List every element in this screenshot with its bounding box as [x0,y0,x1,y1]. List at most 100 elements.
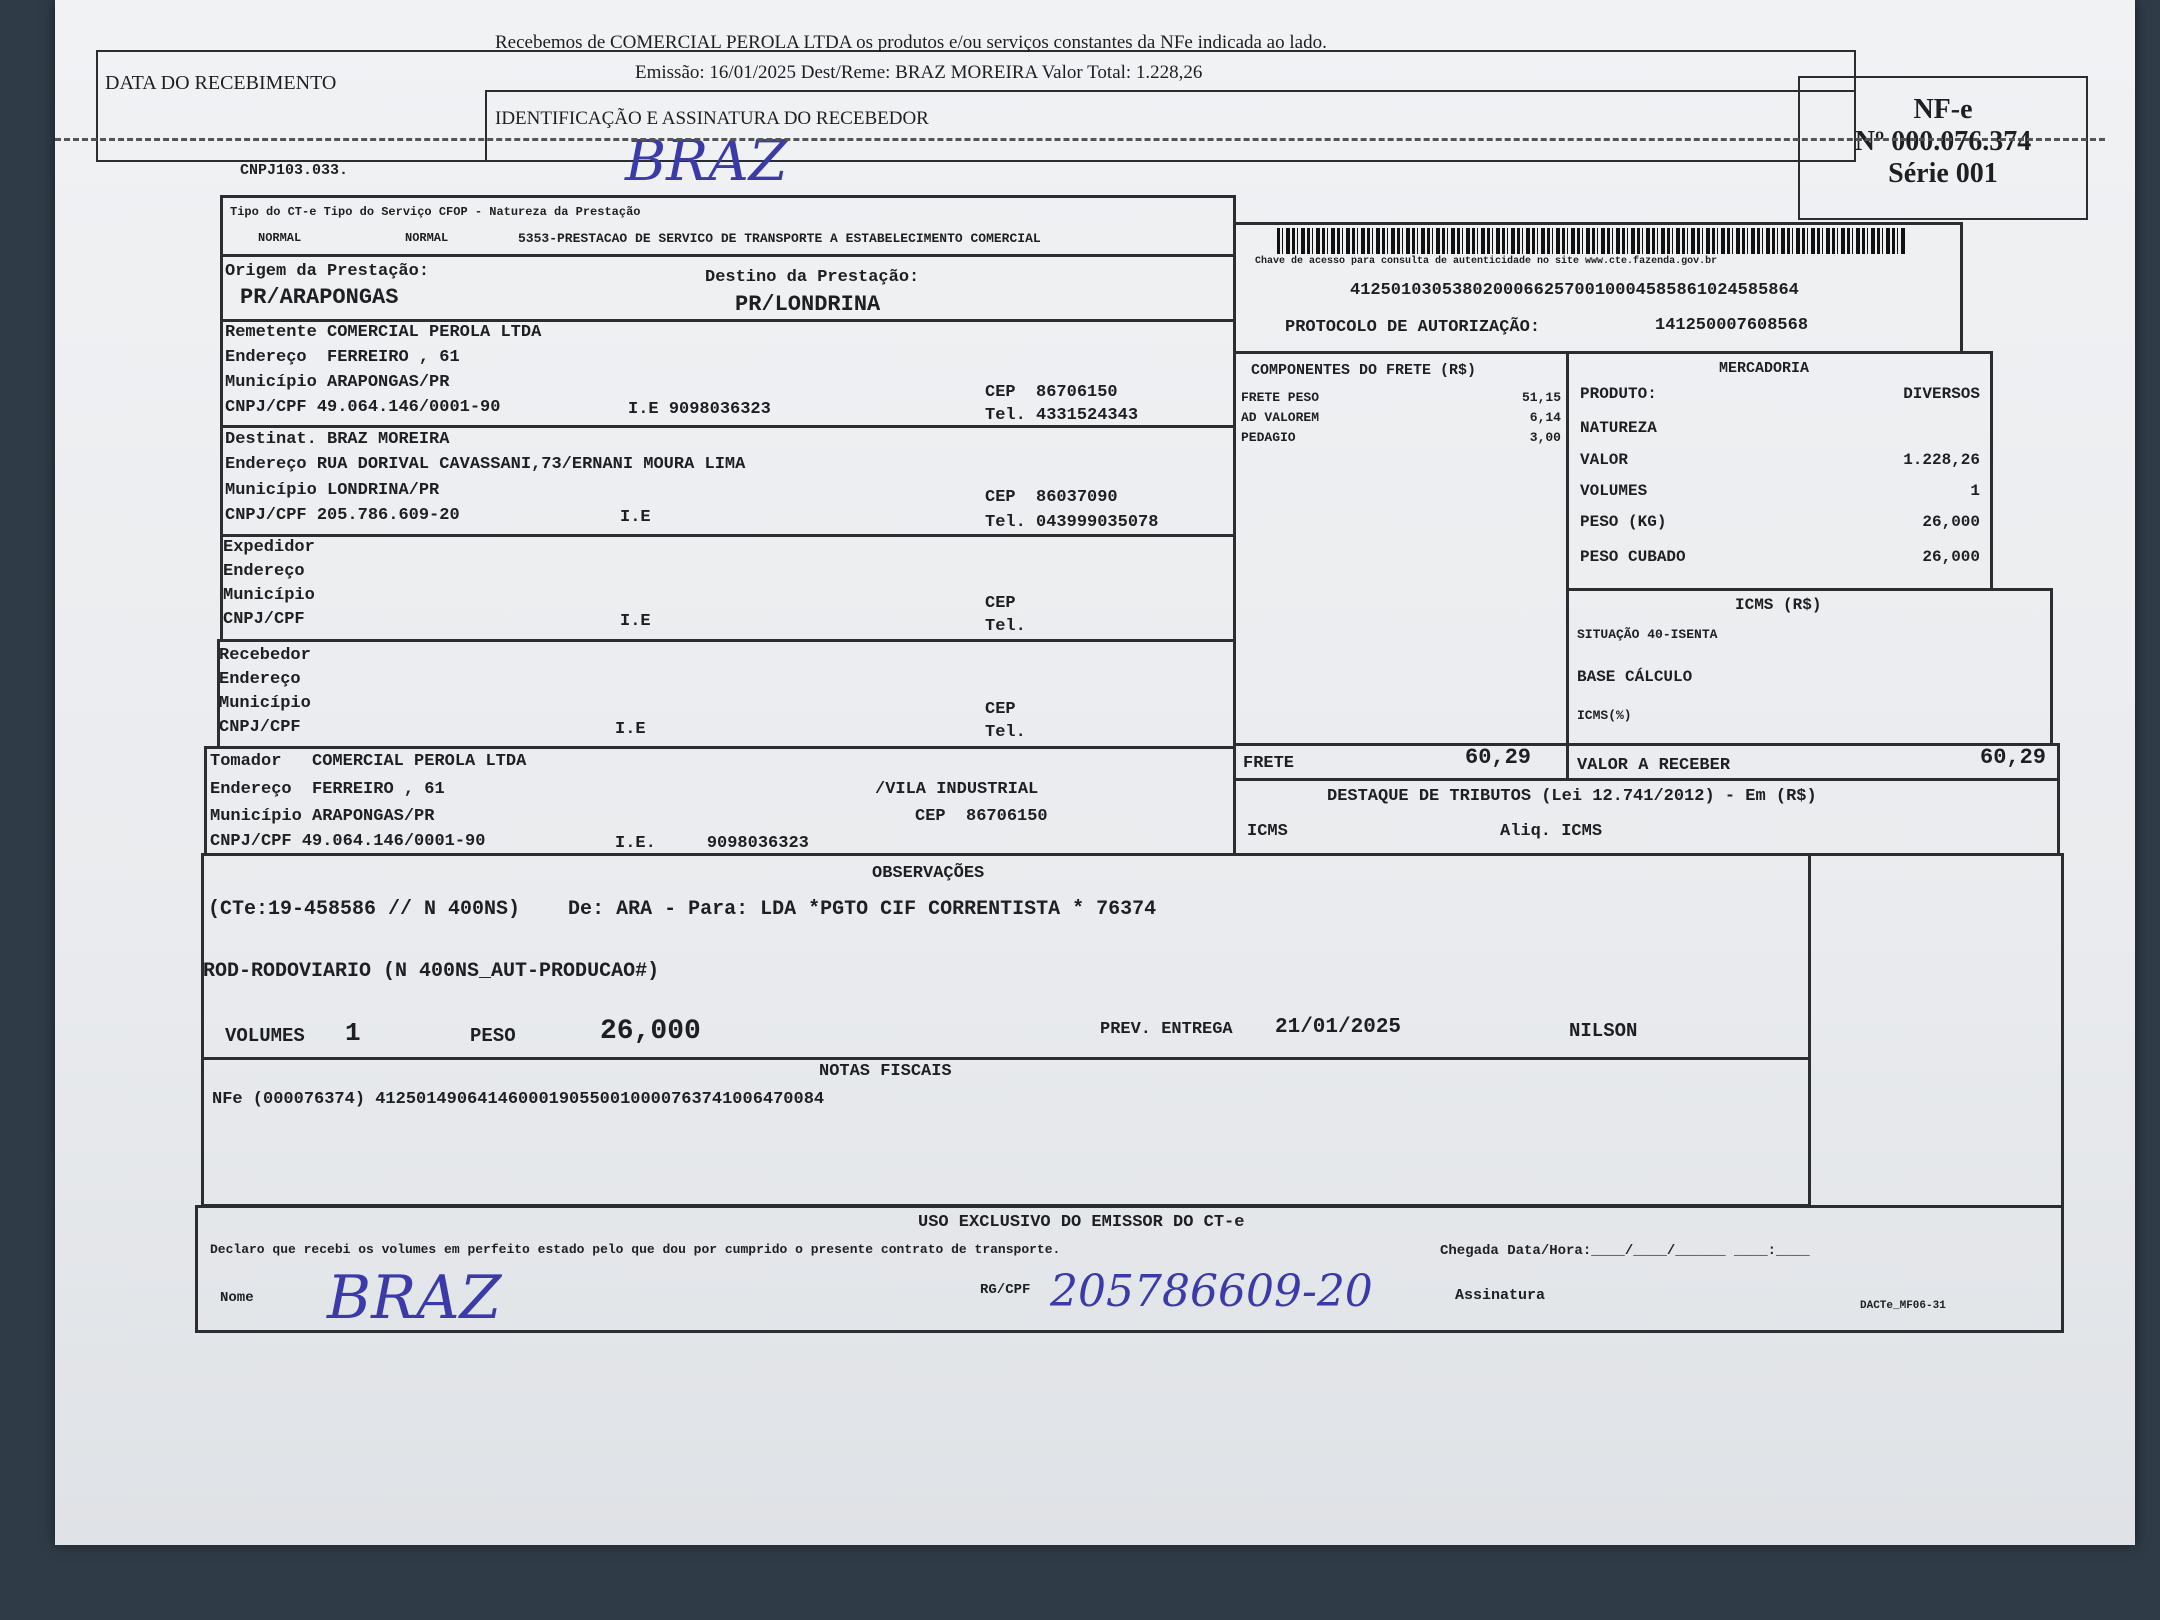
endereco-label: Endereço [225,348,307,367]
nfe-title: NF-e [1913,94,1973,125]
remetente-cnpj: 49.064.146/0001-90 [316,398,501,417]
frete-label: FRETE [1243,754,1295,773]
remetente-municipio: ARAPONGAS/PR [327,373,450,392]
mercadoria-list: PRODUTO: DIVERSOS NATUREZA VALOR 1.228,26 … [1580,385,1980,578]
destinatario-cnpj: 205.786.609-20 [316,506,460,525]
ie-label: I.E [620,612,651,631]
produto-value: DIVERSOS [1903,385,1980,403]
cnpj-label: CNPJ/CPF [219,718,301,737]
tributos-icms-label: ICMS [1247,822,1288,841]
rg-cpf-handwritten: 205786609-20 [1050,1266,1373,1317]
ie-label: I.E [628,400,659,419]
cep-label: CEP [985,594,1016,613]
mercadoria-row: PESO (KG) 26,000 [1580,513,1980,548]
emissao-text: Emissão: 16/01/2025 Dest/Reme: BRAZ MORE… [635,62,1203,83]
tomador-nome: COMERCIAL PEROLA LTDA [312,752,527,771]
identificacao-label: IDENTIFICAÇÃO E ASSINATURA DO RECEBEDOR [495,108,929,129]
componente-label: PEDAGIO [1241,430,1296,445]
tel-label: Tel. [985,406,1026,425]
tomador-municipio: ARAPONGAS/PR [312,807,435,826]
barcode [1277,228,1907,254]
ie-label: I.E. [615,834,656,853]
uso-exclusivo-title: USO EXCLUSIVO DO EMISSOR DO CT-e [918,1213,1245,1232]
endereco-label: Endereço [210,780,292,799]
componentes-title: COMPONENTES DO FRETE (R$) [1251,362,1477,379]
notas-fiscais-box [201,1057,1811,1207]
peso-label: PESO (KG) [1580,513,1667,531]
componente-row: PEDAGIO 3,00 [1241,430,1561,450]
cep-label: CEP [985,488,1016,507]
ie-label: I.E [615,720,646,739]
componente-label: AD VALOREM [1241,410,1320,425]
tomador-ie: 9098036323 [706,834,809,853]
recebedor-label: Recebedor [219,646,311,665]
destino-value: PR/LONDRINA [735,292,881,317]
valor-label: VALOR [1580,451,1629,469]
valor-receber-value: 60,29 [1980,745,2047,770]
valor-receber-label: VALOR A RECEBER [1577,756,1731,775]
declaracao-text: Declaro que recebi os volumes em perfeit… [210,1242,1061,1257]
observacoes-line1: (CTe:19-458586 // N 400NS) De: ARA - Par… [208,898,1157,921]
componente-row: AD VALOREM 6,14 [1241,410,1561,430]
stub-signature: BRAZ [625,129,788,194]
assinatura-label: Assinatura [1455,1287,1546,1304]
mercadoria-row: VOLUMES 1 [1580,482,1980,513]
chegada-data-hora-field[interactable]: Chegada Data/Hora:____/____/______ ____:… [1440,1243,1810,1259]
recebedor-section [217,639,1236,749]
cut-line [55,138,2105,141]
mercadoria-row: VALOR 1.228,26 [1580,451,1980,482]
endereco-label: Endereço [223,562,305,581]
tomador-label: Tomador [210,752,282,771]
municipio-label: Município [223,586,315,605]
chave-value: 4125010305380200066257001000458586102458… [1350,281,1799,300]
destinatario-nome: BRAZ MOREIRA [327,430,450,449]
obs-peso-value: 26,000 [600,1016,701,1047]
mercadoria-row: PRODUTO: DIVERSOS [1580,385,1980,419]
cnpj-label: CNPJ/CPF [223,610,305,629]
nfe-box: NF-e Nº 000.076.374 Série 001 [1798,76,2088,220]
cnpj-label: CNPJ/CPF [225,398,307,417]
empty-side-box [1808,853,2064,1208]
form-code: DACTe_MF06-31 [1860,1300,1946,1312]
natureza-label: NATUREZA [1580,419,1657,437]
obs-volumes-label: VOLUMES [225,1025,305,1047]
cep-label: CEP [985,383,1016,402]
tributos-title: DESTAQUE DE TRIBUTOS (Lei 12.741/2012) -… [1327,787,1817,806]
notas-fiscais-title: NOTAS FISCAIS [819,1062,952,1081]
cep-label: CEP [985,700,1016,719]
mercadoria-row: PESO CUBADO 26,000 [1580,548,1980,578]
tel-label: Tel. [985,723,1026,742]
cnpj-fragment: CNPJ103.033. [240,162,349,179]
destinatario-municipio: LONDRINA/PR [327,481,440,500]
remetente-nome: COMERCIAL PEROLA LTDA [327,323,542,342]
identificacao-box [485,90,1856,162]
tipo-cte: NORMAL [258,231,302,245]
observacoes-line2: ROD-RODOVIARIO (N 400NS_AUT-PRODUCAO#) [203,960,660,983]
componente-value: 3,00 [1529,430,1561,445]
destinatario-tel: 043999035078 [1036,513,1159,532]
obs-volumes-value: 1 [345,1018,361,1048]
rg-cpf-label: RG/CPF [980,1282,1031,1298]
obs-peso-label: PESO [470,1025,516,1047]
destino-label: Destino da Prestação: [705,268,920,287]
cnpj-label: CNPJ/CPF [225,506,307,525]
municipio-label: Município [219,694,311,713]
origem-label: Origem da Prestação: [225,262,430,281]
componente-row: FRETE PESO 51,15 [1241,390,1561,410]
motorista-name: NILSON [1569,1020,1638,1042]
cep-label: CEP [915,807,946,826]
protocolo-value: 141250007608568 [1655,316,1809,335]
origem-value: PR/ARAPONGAS [240,285,399,310]
icms-title: ICMS (R$) [1735,596,1822,614]
nfe-number: Nº 000.076.374 [1854,126,2032,157]
remetente-ie: 9098036323 [668,400,771,419]
chave-label: Chave de acesso para consulta de autenti… [1255,256,1718,267]
recebemos-text: Recebemos de COMERCIAL PEROLA LTDA os pr… [495,32,1327,53]
produto-label: PRODUTO: [1580,385,1657,403]
remetente-endereco: FERREIRO , 61 [327,348,460,367]
cfop: 5353-PRESTACAO DE SERVICO DE TRANSPORTE … [518,231,1041,246]
peso-cubado-label: PESO CUBADO [1580,548,1686,566]
municipio-label: Município [225,481,317,500]
destinatario-label: Destinat. [225,430,317,449]
nome-label: Nome [220,1290,254,1306]
